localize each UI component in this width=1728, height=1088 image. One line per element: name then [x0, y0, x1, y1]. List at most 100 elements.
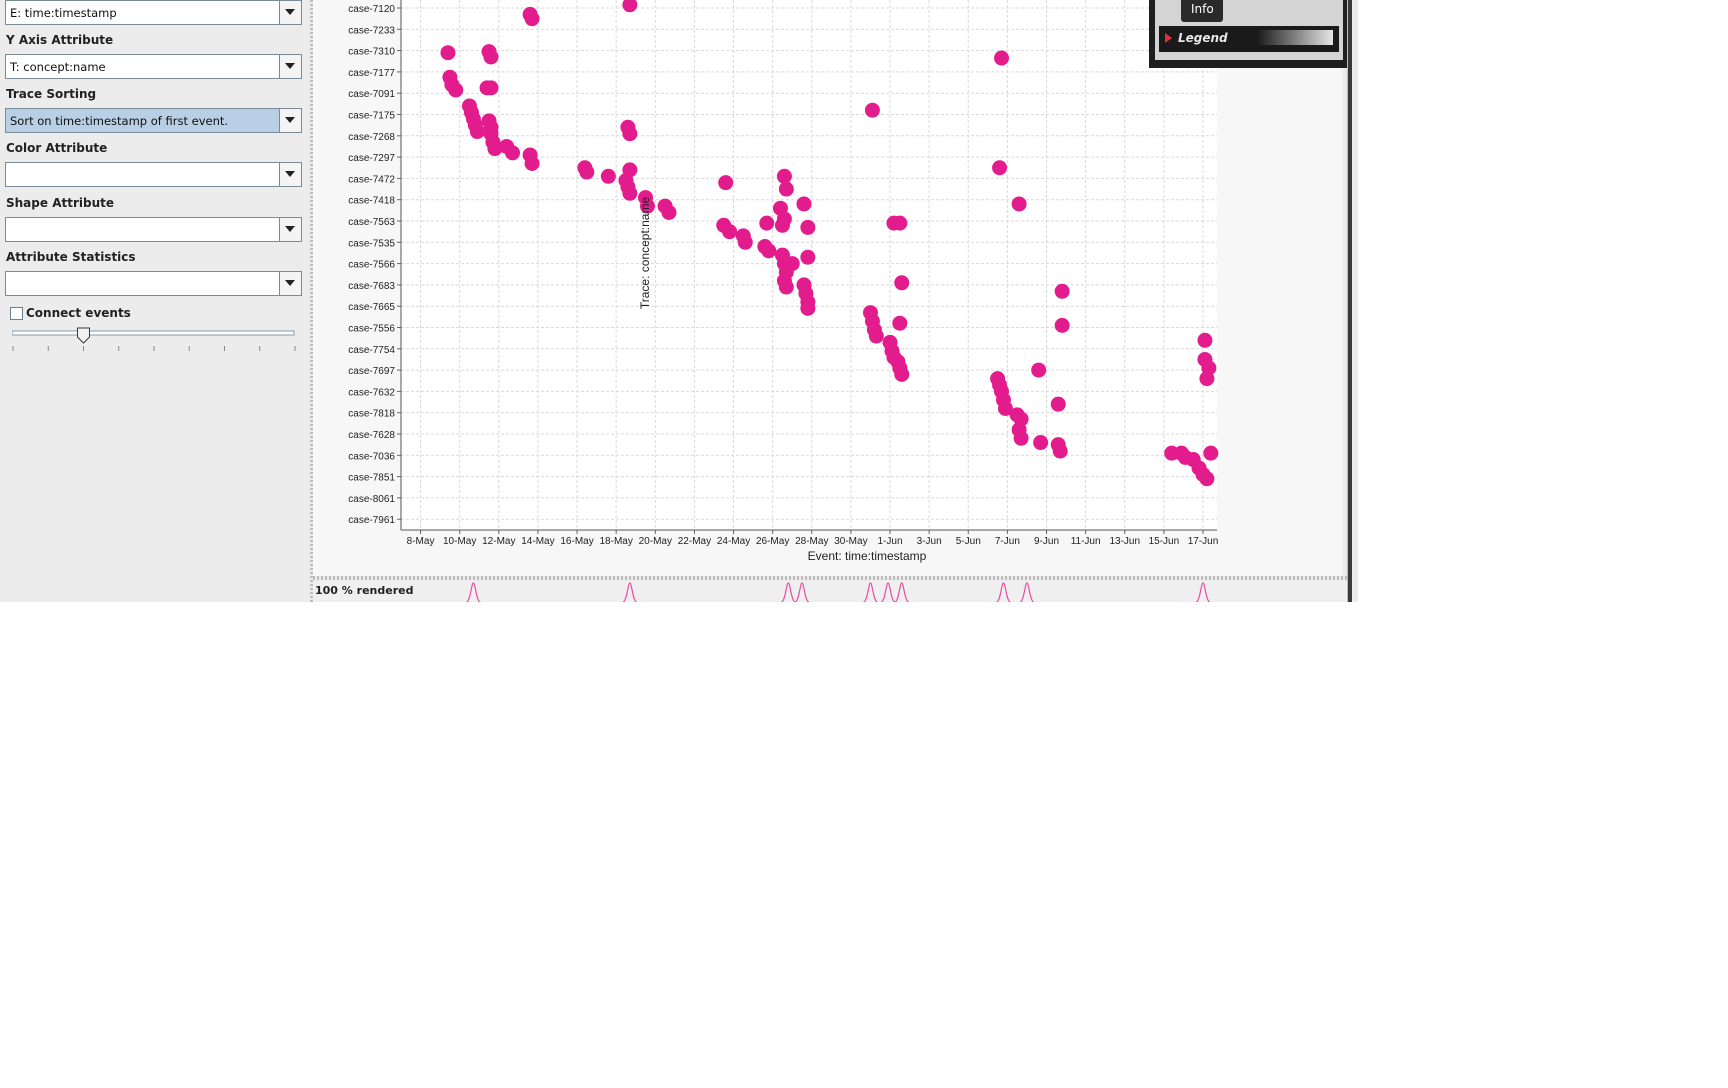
event-dot[interactable] [448, 82, 464, 98]
settings-sidebar: E: time:timestamp Y Axis Attribute T: co… [0, 0, 311, 602]
event-dot[interactable] [661, 204, 677, 220]
event-dot[interactable] [864, 102, 880, 118]
event-dot[interactable] [440, 45, 456, 61]
trace-sorting-combo[interactable]: Sort on time:timestamp of first event. [5, 108, 302, 133]
event-dot[interactable] [1050, 396, 1066, 412]
shape-attribute-combo[interactable] [5, 217, 302, 242]
y-axis-title: Trace: concept:name [638, 197, 652, 310]
event-dot[interactable] [469, 124, 485, 140]
x-tick-label: 16-May [560, 536, 593, 547]
x-axis-attribute-combo[interactable]: E: time:timestamp [5, 0, 302, 25]
event-dot[interactable] [800, 300, 816, 316]
event-dot[interactable] [639, 198, 655, 214]
event-dot[interactable] [1054, 317, 1070, 333]
event-dot[interactable] [1031, 362, 1047, 378]
event-dot[interactable] [600, 168, 616, 184]
info-tab[interactable]: Info [1181, 0, 1223, 22]
expand-arrow-icon[interactable] [1165, 33, 1172, 43]
y-tick-label: case-7818 [348, 409, 395, 420]
x-tick-label: 18-May [599, 536, 632, 547]
y-tick-label: case-7556 [348, 324, 395, 335]
event-dot[interactable] [622, 162, 638, 178]
y-axis-attribute-combo[interactable]: T: concept:name [5, 54, 302, 79]
color-attribute-combo[interactable] [5, 162, 302, 187]
event-dot[interactable] [487, 141, 503, 157]
legend-row[interactable]: Legend [1159, 26, 1339, 52]
event-dot[interactable] [622, 185, 638, 201]
x-tick-label: 22-May [678, 536, 711, 547]
y-tick-label: case-7036 [348, 451, 395, 462]
density-peak [781, 582, 796, 602]
event-dot[interactable] [524, 11, 540, 27]
event-dot[interactable] [784, 256, 800, 272]
density-peak [863, 582, 878, 602]
event-dot[interactable] [759, 215, 775, 231]
event-dot[interactable] [894, 366, 910, 382]
y-tick-label: case-7697 [348, 366, 395, 377]
event-dot[interactable] [722, 224, 738, 240]
event-dot[interactable] [776, 168, 792, 184]
dotted-chart-window: E: time:timestamp Y Axis Attribute T: co… [0, 0, 1358, 602]
event-dot[interactable] [504, 145, 520, 161]
event-dot[interactable] [868, 328, 884, 344]
event-dot[interactable] [776, 211, 792, 227]
dotted-chart-plot[interactable]: case-7120 case-7233 case-7310 case-7177 case… [313, 0, 1343, 578]
event-dot[interactable] [892, 315, 908, 331]
checkbox-box[interactable] [10, 307, 23, 320]
event-dot[interactable] [778, 181, 794, 197]
x-tick-label: 10-May [443, 536, 476, 547]
event-dot[interactable] [1199, 371, 1215, 387]
event-dot[interactable] [483, 49, 499, 65]
density-peak [622, 582, 638, 602]
attribute-statistics-combo[interactable] [5, 271, 302, 296]
y-tick-label: case-7566 [348, 260, 395, 271]
event-dot[interactable] [892, 215, 908, 231]
chevron-down-icon[interactable] [279, 272, 301, 295]
event-dot[interactable] [1197, 332, 1213, 348]
event-dot[interactable] [718, 175, 734, 191]
vertical-splitter[interactable] [310, 0, 313, 602]
slider-thumb[interactable] [77, 327, 90, 344]
event-dot[interactable] [894, 275, 910, 291]
x-tick-label: 15-Jun [1149, 536, 1180, 547]
zoom-slider[interactable] [12, 326, 296, 356]
event-dot[interactable] [737, 234, 753, 250]
slider-track[interactable] [12, 330, 295, 336]
event-dot[interactable] [1054, 283, 1070, 299]
chevron-down-icon[interactable] [279, 163, 301, 186]
y-tick-label: case-7472 [348, 174, 395, 185]
event-dot[interactable] [1011, 196, 1027, 212]
event-dot[interactable] [761, 243, 777, 259]
y-tick-label: case-7177 [348, 68, 395, 79]
event-dot[interactable] [1033, 435, 1049, 451]
event-dot[interactable] [800, 219, 816, 235]
chevron-down-icon[interactable] [279, 109, 301, 132]
y-tick-label: case-7268 [348, 132, 395, 143]
event-dot[interactable] [992, 160, 1008, 176]
x-tick-label: 3-Jun [917, 536, 942, 547]
x-tick-label: 14-May [521, 536, 554, 547]
chevron-down-icon[interactable] [279, 55, 301, 78]
event-dot[interactable] [579, 164, 595, 180]
event-dot[interactable] [796, 196, 812, 212]
chevron-down-icon[interactable] [279, 218, 301, 241]
event-dot[interactable] [800, 249, 816, 265]
density-plot [466, 582, 1211, 602]
chevron-down-icon[interactable] [279, 1, 301, 24]
event-dot[interactable] [524, 155, 540, 171]
event-dot[interactable] [1052, 443, 1068, 459]
event-dot[interactable] [1203, 445, 1219, 461]
horizontal-splitter[interactable] [313, 576, 1347, 580]
y-axis-attribute-value: T: concept:name [10, 60, 106, 74]
event-dot[interactable] [620, 119, 636, 135]
event-dot[interactable] [778, 279, 794, 295]
event-dot[interactable] [997, 400, 1013, 416]
density-peak [1019, 582, 1035, 602]
event-dot[interactable] [1013, 430, 1029, 446]
event-dot[interactable] [994, 50, 1010, 66]
event-dot[interactable] [483, 80, 499, 96]
y-tick-label: case-8061 [348, 494, 395, 505]
density-peak [1195, 582, 1211, 602]
event-dot[interactable] [622, 0, 638, 13]
event-dot[interactable] [1199, 471, 1215, 487]
